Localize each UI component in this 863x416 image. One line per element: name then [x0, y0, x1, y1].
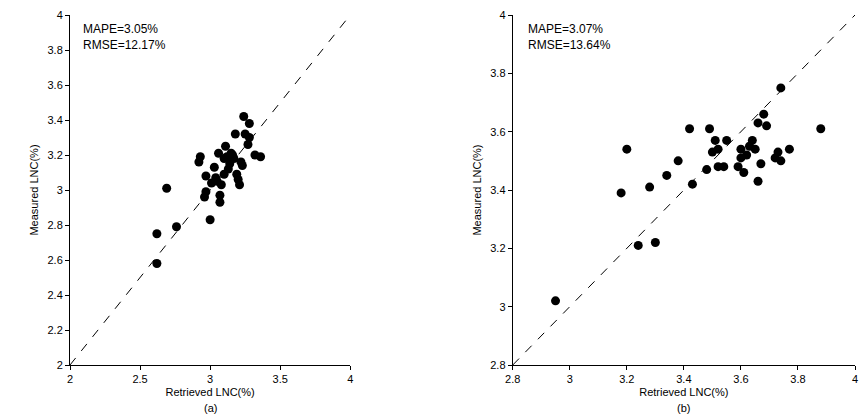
svg-text:2.2: 2.2	[48, 324, 63, 336]
svg-text:3.2: 3.2	[490, 242, 505, 254]
svg-text:2.8: 2.8	[505, 373, 520, 385]
svg-text:3.4: 3.4	[676, 373, 691, 385]
svg-text:3.4: 3.4	[48, 114, 63, 126]
svg-text:3.5: 3.5	[273, 373, 288, 385]
svg-text:4: 4	[347, 373, 353, 385]
svg-text:2.6: 2.6	[48, 254, 63, 266]
svg-text:2.8: 2.8	[48, 219, 63, 231]
svg-text:Retrieved LNC(%): Retrieved LNC(%)	[639, 386, 728, 398]
svg-text:2.4: 2.4	[48, 289, 63, 301]
svg-text:3.4: 3.4	[490, 184, 505, 196]
svg-text:2.5: 2.5	[132, 373, 147, 385]
svg-text:MAPE=3.07%: MAPE=3.07%	[528, 22, 603, 36]
svg-text:4: 4	[852, 373, 858, 385]
svg-text:Retrieved LNC(%): Retrieved LNC(%)	[165, 386, 254, 398]
svg-text:Measured LNC(%): Measured LNC(%)	[28, 144, 40, 235]
svg-text:3: 3	[57, 184, 63, 196]
svg-text:3: 3	[499, 301, 505, 313]
svg-text:2: 2	[67, 373, 73, 385]
svg-text:4: 4	[57, 9, 63, 21]
svg-text:RMSE=12.17%: RMSE=12.17%	[83, 38, 166, 52]
svg-text:4: 4	[499, 9, 505, 21]
svg-text:3.2: 3.2	[48, 149, 63, 161]
svg-text:3.6: 3.6	[48, 79, 63, 91]
svg-text:3.8: 3.8	[790, 373, 805, 385]
svg-text:(a): (a)	[204, 402, 217, 414]
svg-text:3.8: 3.8	[48, 44, 63, 56]
svg-text:2.8: 2.8	[490, 359, 505, 371]
svg-text:RMSE=13.64%: RMSE=13.64%	[528, 38, 611, 52]
svg-text:(b): (b)	[677, 402, 690, 414]
svg-text:Measured LNC(%): Measured LNC(%)	[471, 144, 483, 235]
svg-text:2: 2	[57, 359, 63, 371]
svg-text:3: 3	[207, 373, 213, 385]
svg-text:3: 3	[567, 373, 573, 385]
svg-text:3.2: 3.2	[619, 373, 634, 385]
svg-text:MAPE=3.05%: MAPE=3.05%	[83, 22, 158, 36]
svg-text:3.6: 3.6	[490, 126, 505, 138]
svg-text:3.6: 3.6	[733, 373, 748, 385]
svg-text:3.8: 3.8	[490, 67, 505, 79]
